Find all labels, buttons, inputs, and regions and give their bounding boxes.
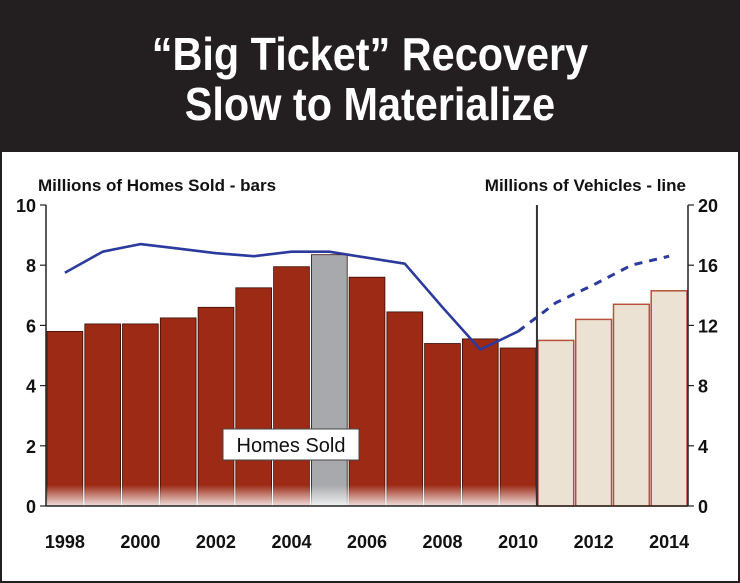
bar-2009 bbox=[461, 338, 499, 507]
bar-2008 bbox=[424, 343, 461, 507]
title-banner: “Big Ticket” Recovery Slow to Materializ… bbox=[0, 0, 740, 152]
x-tick-2012: 2012 bbox=[574, 532, 614, 552]
bar-2007 bbox=[386, 311, 424, 507]
bar-2010 bbox=[499, 347, 537, 507]
right-tick-20: 20 bbox=[698, 196, 718, 216]
bar-fade-overlay bbox=[46, 484, 537, 506]
left-tick-0: 0 bbox=[26, 497, 36, 517]
right-tick-0: 0 bbox=[698, 497, 708, 517]
left-tick-8: 8 bbox=[26, 256, 36, 276]
combo-chart: 0 2 4 6 8 10 0 4 8 12 16 20 1998 2000 2002 2004 2006 2008… bbox=[16, 176, 718, 552]
bar-2004 bbox=[273, 266, 310, 507]
bar-2006 bbox=[348, 276, 386, 507]
x-tick-2002: 2002 bbox=[196, 532, 236, 552]
left-tick-10: 10 bbox=[16, 196, 36, 216]
bar-2002 bbox=[197, 306, 235, 507]
bar-2013 bbox=[612, 303, 651, 507]
x-tick-2014: 2014 bbox=[649, 532, 689, 552]
bar-1999 bbox=[84, 323, 122, 507]
x-tick-1998: 1998 bbox=[45, 532, 85, 552]
right-axis-title: Millions of Vehicles - line bbox=[485, 176, 686, 195]
right-tick-4: 4 bbox=[698, 437, 708, 457]
x-tick-2004: 2004 bbox=[271, 532, 311, 552]
left-tick-4: 4 bbox=[26, 377, 36, 397]
x-tick-2010: 2010 bbox=[498, 532, 538, 552]
bar-2012 bbox=[574, 318, 613, 507]
right-tick-12: 12 bbox=[698, 316, 718, 336]
x-tick-2008: 2008 bbox=[422, 532, 462, 552]
bar-2005 bbox=[310, 254, 348, 507]
x-tick-2000: 2000 bbox=[120, 532, 160, 552]
chart-title-line-2: Slow to Materialize bbox=[184, 78, 556, 130]
annotation-homes-sold: Homes Sold bbox=[237, 435, 346, 457]
bar-2001 bbox=[159, 317, 197, 507]
bar-2000 bbox=[122, 323, 159, 507]
bar-2014 bbox=[650, 290, 688, 507]
left-axis-title: Millions of Homes Sold - bars bbox=[38, 176, 276, 195]
chart-panel: 0 2 4 6 8 10 0 4 8 12 16 20 1998 2000 2002 2004 2006 2008… bbox=[2, 152, 738, 581]
vehicles-line-forecast bbox=[517, 254, 670, 333]
right-tick-16: 16 bbox=[698, 256, 718, 276]
bar-2003 bbox=[235, 287, 273, 507]
vehicles-line-actual bbox=[64, 242, 519, 351]
x-tick-2006: 2006 bbox=[347, 532, 387, 552]
bar-2011 bbox=[537, 339, 575, 507]
left-tick-6: 6 bbox=[26, 316, 36, 336]
right-tick-8: 8 bbox=[698, 377, 708, 397]
bar-1998 bbox=[46, 330, 84, 507]
left-tick-2: 2 bbox=[26, 437, 36, 457]
chart-title-line-1: “Big Ticket” Recovery bbox=[151, 28, 589, 80]
annotation-box bbox=[222, 428, 360, 461]
